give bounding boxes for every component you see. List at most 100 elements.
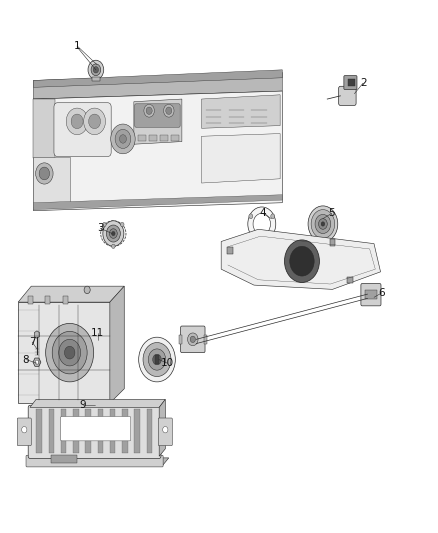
- FancyBboxPatch shape: [17, 418, 31, 446]
- Circle shape: [308, 206, 338, 242]
- Circle shape: [66, 108, 88, 135]
- Text: 3: 3: [97, 223, 103, 233]
- Bar: [63, 296, 68, 304]
- Circle shape: [143, 343, 171, 376]
- Circle shape: [249, 214, 253, 219]
- Bar: [179, 335, 182, 344]
- Bar: [36, 409, 42, 453]
- Circle shape: [102, 222, 106, 227]
- Polygon shape: [201, 95, 280, 128]
- Circle shape: [21, 426, 27, 433]
- Circle shape: [120, 222, 124, 227]
- Bar: [51, 455, 77, 463]
- Bar: [149, 135, 157, 141]
- Polygon shape: [33, 70, 283, 87]
- Text: 1: 1: [74, 41, 81, 51]
- Text: 11: 11: [91, 328, 104, 338]
- FancyBboxPatch shape: [60, 416, 131, 441]
- Bar: [73, 409, 79, 453]
- Bar: [49, 409, 54, 453]
- Bar: [155, 356, 159, 364]
- Polygon shape: [18, 302, 110, 403]
- Bar: [138, 135, 146, 141]
- Polygon shape: [33, 158, 71, 208]
- FancyBboxPatch shape: [361, 284, 381, 306]
- Circle shape: [144, 104, 154, 117]
- Circle shape: [110, 229, 117, 238]
- Polygon shape: [159, 399, 165, 456]
- Bar: [122, 409, 127, 453]
- Circle shape: [311, 209, 335, 238]
- Circle shape: [35, 360, 39, 365]
- Circle shape: [321, 222, 325, 226]
- Bar: [227, 247, 233, 254]
- Circle shape: [84, 286, 90, 294]
- Circle shape: [112, 231, 115, 236]
- FancyBboxPatch shape: [26, 455, 163, 467]
- Text: 7: 7: [29, 337, 35, 347]
- Ellipse shape: [101, 221, 126, 246]
- Circle shape: [318, 219, 327, 229]
- Circle shape: [146, 107, 152, 115]
- Bar: [204, 335, 207, 344]
- Circle shape: [39, 167, 49, 180]
- FancyBboxPatch shape: [158, 418, 172, 446]
- Bar: [134, 409, 140, 453]
- Circle shape: [88, 60, 104, 79]
- Bar: [98, 409, 103, 453]
- Bar: [171, 135, 179, 141]
- Circle shape: [91, 64, 101, 76]
- Polygon shape: [30, 399, 165, 407]
- Bar: [61, 409, 67, 453]
- Circle shape: [148, 349, 166, 370]
- Polygon shape: [33, 91, 283, 211]
- Circle shape: [46, 324, 94, 382]
- Polygon shape: [221, 229, 381, 289]
- Circle shape: [35, 163, 53, 184]
- Circle shape: [166, 107, 172, 115]
- Circle shape: [64, 346, 75, 359]
- Circle shape: [139, 337, 175, 382]
- Circle shape: [315, 214, 331, 233]
- Bar: [110, 409, 115, 453]
- Bar: [347, 277, 353, 283]
- Circle shape: [187, 333, 198, 346]
- Bar: [330, 239, 335, 246]
- Circle shape: [253, 213, 271, 235]
- Circle shape: [112, 244, 115, 248]
- Text: 5: 5: [328, 208, 335, 219]
- Circle shape: [290, 246, 314, 276]
- Polygon shape: [18, 286, 124, 302]
- FancyBboxPatch shape: [180, 326, 205, 353]
- Circle shape: [285, 240, 319, 282]
- FancyBboxPatch shape: [344, 76, 357, 90]
- Circle shape: [190, 336, 195, 343]
- Circle shape: [115, 130, 131, 149]
- FancyBboxPatch shape: [54, 103, 111, 157]
- Bar: [160, 135, 168, 141]
- Bar: [85, 409, 91, 453]
- Polygon shape: [33, 195, 283, 209]
- Bar: [92, 77, 100, 82]
- Polygon shape: [33, 72, 283, 99]
- Circle shape: [84, 108, 106, 135]
- Polygon shape: [201, 134, 280, 183]
- Circle shape: [88, 114, 101, 128]
- FancyBboxPatch shape: [339, 86, 356, 106]
- Circle shape: [271, 214, 275, 219]
- Circle shape: [103, 221, 124, 246]
- Bar: [28, 296, 33, 304]
- Polygon shape: [134, 99, 182, 144]
- Circle shape: [52, 332, 87, 374]
- Text: 2: 2: [360, 78, 367, 88]
- Text: 6: 6: [378, 288, 385, 298]
- Circle shape: [163, 104, 174, 117]
- FancyBboxPatch shape: [135, 104, 180, 127]
- Circle shape: [248, 207, 276, 241]
- Polygon shape: [110, 286, 124, 403]
- Bar: [45, 296, 50, 304]
- Circle shape: [162, 426, 168, 433]
- Circle shape: [59, 340, 81, 366]
- Circle shape: [71, 114, 83, 128]
- Text: 10: 10: [161, 358, 174, 368]
